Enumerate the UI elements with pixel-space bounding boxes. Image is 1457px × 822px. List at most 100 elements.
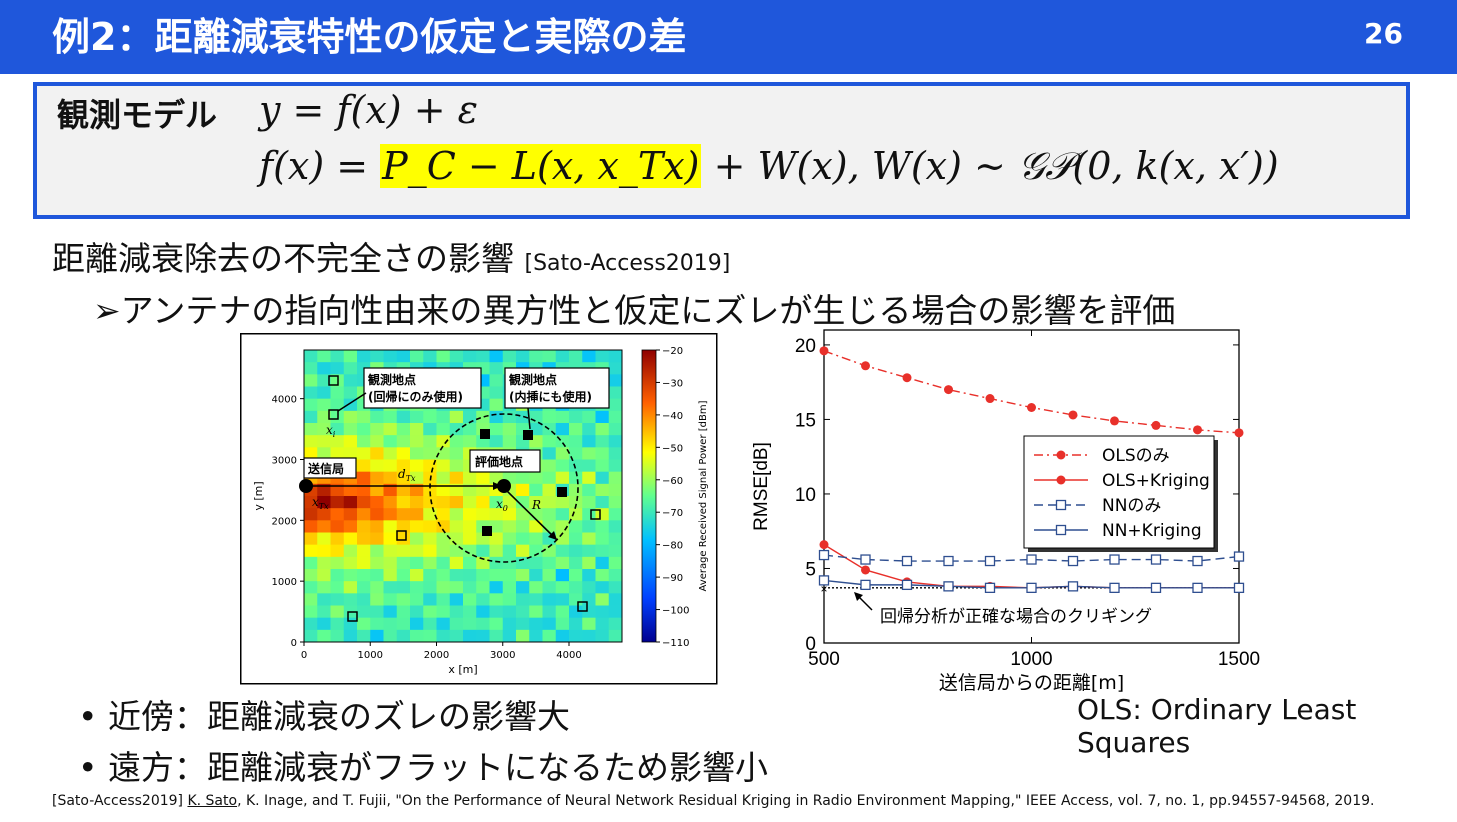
heatmap-cell (423, 629, 437, 643)
heatmap-cell (343, 374, 358, 387)
heatmap-cell (516, 569, 530, 582)
heatmap-cell (357, 617, 371, 631)
heatmap-cell (476, 556, 490, 570)
heatmap-cell (383, 629, 398, 643)
heatmap-cell (330, 447, 345, 460)
series-point-1 (819, 540, 829, 550)
map-xtick-label: 3000 (490, 650, 515, 661)
map-ylabel: y [m] (252, 481, 265, 510)
heatmap-cell (436, 556, 451, 570)
heatmap-cell (542, 508, 557, 521)
heatmap-cell (582, 569, 596, 582)
map-axes: 0 1000 2000 3000 4000 0 1000 2000 3000 4000 (272, 395, 582, 661)
heatmap-cell (449, 350, 464, 363)
heatmap-cell (582, 520, 596, 533)
colorbar-tick-label: −20 (662, 346, 683, 357)
colorbar-tick-label: −110 (662, 638, 689, 649)
heatmap-cell (542, 459, 557, 473)
heatmap-cell (330, 520, 345, 533)
model-label: 観測モデル (57, 96, 218, 134)
heatmap-cell (396, 508, 411, 521)
heatmap-cell (343, 398, 358, 412)
series-point-3 (1067, 581, 1079, 592)
series-point-0 (1193, 425, 1202, 435)
heatmap-cell (542, 617, 557, 631)
heatmap-cell (357, 520, 371, 533)
heatmap-cell (370, 569, 384, 582)
heatmap-cell (569, 593, 583, 606)
heatmap-cell (555, 459, 570, 473)
heatmap-cell (529, 508, 543, 521)
heatmap-cell (304, 569, 318, 582)
heatmap-cell (476, 350, 490, 363)
heatmap-cell (396, 350, 411, 363)
series-point-0 (1068, 410, 1078, 420)
series-point-2 (860, 554, 871, 565)
heatmap-cell (423, 569, 437, 582)
legend-marker (1056, 475, 1066, 485)
obs-square-filled (557, 487, 567, 497)
heatmap-cell (436, 496, 451, 509)
heatmap-cell (608, 496, 623, 509)
heatmap-cell (304, 556, 318, 570)
heatmap-cell (582, 483, 596, 497)
heatmap-cell (436, 471, 451, 485)
heatmap-cell (489, 423, 504, 436)
heatmap-cell (542, 569, 557, 582)
heatmap-cell (595, 471, 610, 485)
observation-squares (328, 375, 601, 622)
series-point-3 (1109, 582, 1120, 594)
heatmap-cell (463, 483, 477, 497)
heatmap-cell (357, 569, 371, 582)
heatmap-cell (582, 617, 596, 631)
heatmap-cell (370, 410, 384, 424)
heatmap-cell (383, 593, 398, 606)
heatmap-cell (449, 483, 464, 497)
heatmap-cell (436, 532, 451, 546)
heatmap-cell (569, 520, 583, 533)
heatmap-cell (370, 617, 384, 631)
heatmap-cell (357, 447, 371, 460)
heatmap-cell (476, 605, 490, 619)
ols-note: OLS: Ordinary Least Squares (1077, 693, 1357, 759)
heatmap-cell (317, 398, 331, 412)
heatmap-cell (555, 471, 570, 485)
series-point-2 (943, 555, 954, 567)
heatmap-cell (370, 459, 384, 473)
heatmap-cell (582, 471, 596, 485)
reference-arrowhead (854, 592, 863, 601)
heatmap-cell (436, 447, 451, 460)
heatmap-cell (330, 581, 345, 594)
heatmap-cell (370, 629, 384, 643)
heatmap-cell (463, 508, 477, 521)
heatmap-cell (595, 520, 610, 533)
heatmap-cell (304, 435, 318, 448)
heatmap-cell (357, 581, 371, 594)
heatmap-cell (396, 532, 411, 546)
heatmap-cell (608, 386, 623, 400)
heatmap-cell (569, 569, 583, 582)
heatmap-cell (569, 556, 583, 570)
heatmap-cell (608, 532, 623, 546)
heatmap-cell (595, 410, 610, 424)
heatmap-cell (516, 629, 530, 643)
map-ytick-label: 0 (291, 638, 297, 649)
heatmap-cell (569, 459, 583, 473)
heatmap-cell (542, 410, 557, 424)
heatmap-cell (383, 483, 398, 497)
page-number: 26 (1364, 17, 1403, 50)
heatmap-cell (304, 532, 318, 546)
heatmap-cell (410, 532, 424, 546)
heatmap-cell (436, 423, 451, 436)
series-point-2 (1233, 551, 1245, 562)
reference-label: 回帰分析が正確な場合のクリギング (880, 607, 1152, 627)
heatmap-cell (304, 544, 318, 558)
label-xtx: xTx (312, 495, 329, 511)
heatmap-cell (357, 471, 371, 485)
heatmap-cell (608, 374, 623, 387)
obs-square-hollow (328, 409, 339, 420)
heatmap-cell (304, 362, 318, 375)
heatmap-cell (582, 435, 596, 448)
heatmap-cell (569, 532, 583, 546)
heatmap-cell (595, 508, 610, 521)
